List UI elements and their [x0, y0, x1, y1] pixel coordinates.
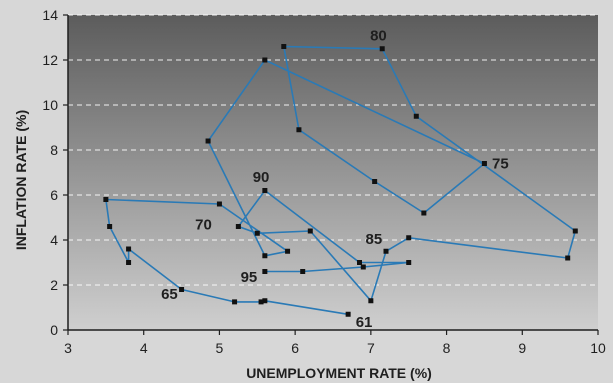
- data-point-1978: [296, 127, 302, 133]
- data-point-1961: [345, 311, 351, 317]
- data-point-1985: [383, 248, 389, 254]
- year-label-95: 95: [241, 269, 258, 286]
- y-tick-label-14: 14: [42, 7, 58, 23]
- data-point-1962: [262, 298, 268, 304]
- data-point-1982: [572, 228, 578, 234]
- data-point-1964: [232, 299, 238, 305]
- data-point-1989: [235, 224, 241, 229]
- data-point-1975: [481, 161, 487, 166]
- data-point-1965: [179, 287, 185, 292]
- y-tick-label-4: 4: [50, 232, 58, 248]
- data-point-1979: [281, 44, 287, 49]
- data-point-1967: [126, 260, 132, 265]
- data-point-1968: [107, 224, 113, 229]
- year-label-70: 70: [195, 216, 212, 233]
- x-tick-label-6: 6: [291, 340, 299, 356]
- data-point-1986: [368, 298, 374, 304]
- data-point-1974: [262, 57, 268, 63]
- y-tick-label-12: 12: [42, 52, 58, 68]
- year-label-80: 80: [370, 27, 387, 44]
- x-tick-label-5: 5: [216, 340, 224, 356]
- year-label-90: 90: [253, 169, 270, 186]
- data-point-1966: [126, 246, 132, 252]
- y-tick-label-2: 2: [50, 277, 58, 293]
- data-point-1977: [372, 179, 378, 184]
- data-point-1992: [406, 260, 412, 265]
- data-point-1963: [258, 299, 264, 305]
- data-point-1991: [357, 260, 362, 265]
- data-point-1993: [360, 264, 366, 270]
- x-tick-label-9: 9: [518, 340, 526, 356]
- x-tick-label-8: 8: [443, 340, 451, 356]
- y-axis-label: INFLATION RATE (%): [13, 110, 29, 250]
- grid-lines: [68, 14, 598, 286]
- year-label-85: 85: [366, 231, 383, 248]
- y-tick-label-10: 10: [42, 97, 58, 113]
- year-label-75: 75: [492, 156, 509, 173]
- data-point-1976: [421, 210, 427, 216]
- year-label-61: 61: [356, 314, 373, 331]
- data-markers: [103, 44, 578, 317]
- y-tick-label-6: 6: [50, 187, 58, 203]
- year-labels: 61 65 70 75 80 85 90 95: [161, 27, 509, 331]
- x-tick-label-4: 4: [140, 340, 148, 356]
- x-tick-label-10: 10: [590, 340, 606, 356]
- data-point-1983: [565, 255, 571, 261]
- data-point-1969: [103, 197, 109, 202]
- data-point-1990: [262, 188, 268, 193]
- data-point-1994: [300, 269, 306, 274]
- data-point-1972: [262, 253, 268, 259]
- data-point-1971: [285, 248, 291, 254]
- data-point-1970: [216, 201, 222, 207]
- x-tick-label-7: 7: [367, 340, 375, 356]
- data-point-1984: [406, 235, 412, 241]
- data-point-1995: [262, 269, 268, 274]
- y-tick-label-0: 0: [50, 322, 58, 338]
- axes: 0 2 4 6 8 10 12 14 3 4 5 6 7 8 9 10: [42, 7, 606, 356]
- plot-area: [68, 15, 598, 330]
- x-axis-label: UNEMPLOYMENT RATE (%): [246, 365, 432, 381]
- data-point-1973: [205, 138, 211, 144]
- x-tick-label-3: 3: [64, 340, 72, 356]
- data-point-1987: [307, 228, 313, 234]
- data-point-1980: [379, 46, 385, 52]
- data-point-1988: [254, 230, 260, 236]
- data-point-1981: [413, 113, 419, 119]
- year-label-65: 65: [161, 286, 178, 303]
- y-tick-label-8: 8: [50, 142, 58, 158]
